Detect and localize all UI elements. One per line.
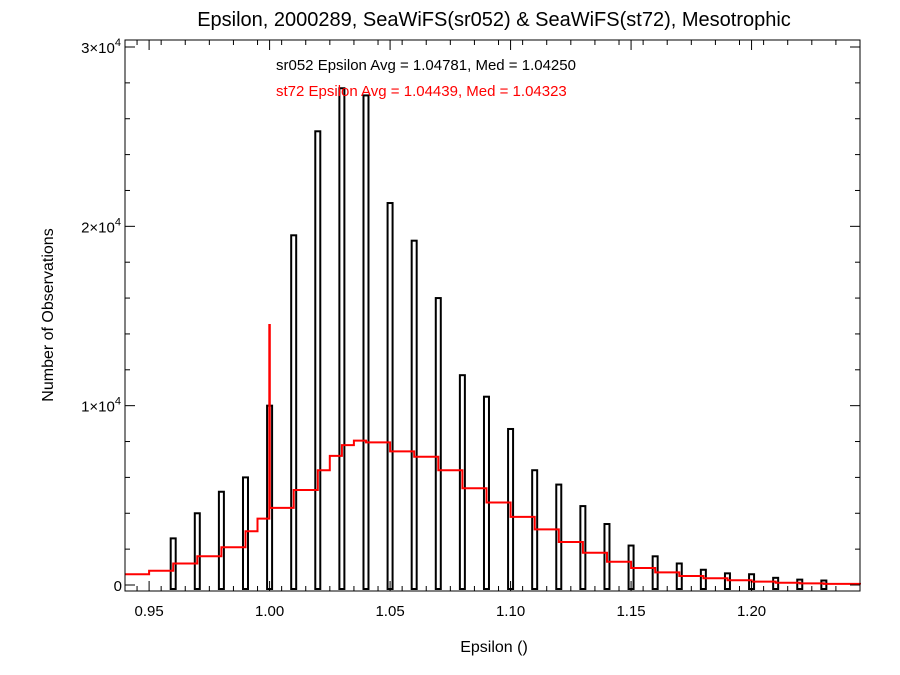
plot-frame bbox=[124, 39, 861, 592]
sr052-bar bbox=[314, 130, 322, 591]
sr052-bar bbox=[603, 523, 611, 591]
annotation-sr052: sr052 Epsilon Avg = 1.04781, Med = 1.042… bbox=[276, 57, 576, 74]
sr052-bar bbox=[217, 490, 225, 591]
sr052-bar bbox=[362, 94, 370, 590]
x-tick-label: 1.15 bbox=[616, 603, 645, 620]
sr052-bar bbox=[290, 234, 298, 591]
y-tick-label: 1×104 bbox=[81, 396, 121, 416]
sr052-bar bbox=[579, 505, 587, 590]
y-tick-label: 2×104 bbox=[81, 216, 121, 236]
sr052-bar bbox=[482, 395, 490, 591]
sr052-bar bbox=[458, 374, 466, 590]
y-tick-label: 3×104 bbox=[81, 37, 121, 57]
x-tick-label: 1.10 bbox=[496, 603, 525, 620]
sr052-bar bbox=[386, 202, 394, 591]
sr052-bar bbox=[338, 87, 346, 590]
sr052-bar bbox=[699, 568, 707, 590]
x-tick-label: 1.00 bbox=[255, 603, 284, 620]
y-axis-label: Number of Observations bbox=[40, 228, 57, 401]
annotation-st72: st72 Epsilon Avg = 1.04439, Med = 1.0432… bbox=[276, 83, 567, 100]
x-tick-label: 1.20 bbox=[737, 603, 766, 620]
x-tick-label: 0.95 bbox=[134, 603, 163, 620]
x-axis-label: Epsilon () bbox=[460, 639, 528, 656]
chart-title: Epsilon, 2000289, SeaWiFS(sr052) & SeaWi… bbox=[197, 9, 791, 31]
plot-area bbox=[125, 87, 861, 591]
y-axis-ticks: 0 1×104 2×104 3×104 bbox=[81, 37, 860, 595]
sr052-bar bbox=[434, 297, 442, 590]
sr052-bar bbox=[241, 476, 249, 590]
sr052-bar bbox=[555, 483, 563, 590]
st72-line bbox=[125, 324, 861, 585]
x-tick-label: 1.05 bbox=[375, 603, 404, 620]
x-axis-ticks: 0.95 1.00 1.05 1.10 1.15 1.20 bbox=[134, 40, 837, 620]
sr052-bar bbox=[410, 239, 418, 590]
sr052-bar bbox=[193, 512, 201, 590]
y-tick-label: 0 bbox=[114, 578, 122, 595]
